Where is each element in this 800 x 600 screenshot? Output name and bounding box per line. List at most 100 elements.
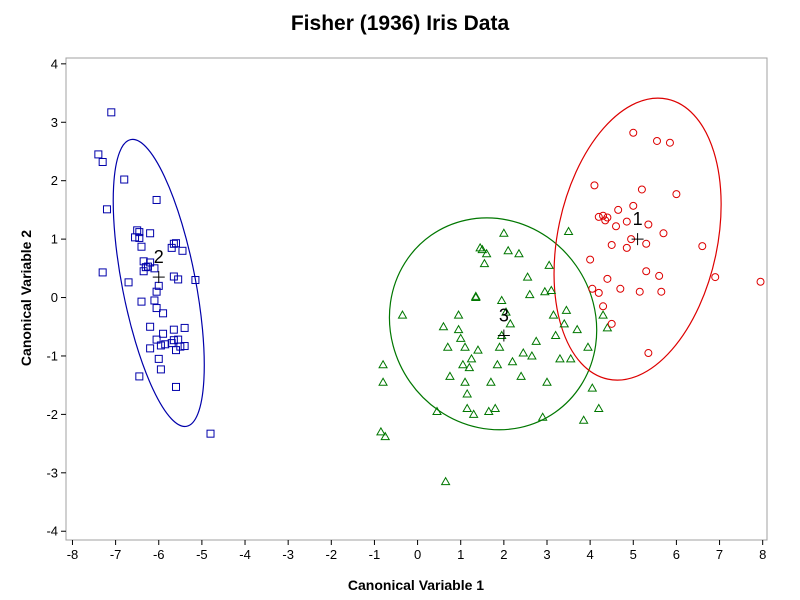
confidence-ellipses (112, 97, 722, 431)
point-group-2 (169, 336, 178, 345)
point-group-2 (180, 342, 189, 351)
point-group-2 (152, 287, 161, 296)
point-group-3 (518, 348, 529, 357)
ellipse-group-2 (112, 138, 205, 428)
point-group-3 (486, 377, 496, 386)
x-axis-label: Canonical Variable 1 (348, 577, 484, 593)
point-group-2 (172, 346, 181, 355)
point-group-2 (94, 150, 103, 159)
point-group-3 (542, 377, 552, 386)
point-group-3 (593, 403, 604, 413)
point-group-1 (599, 302, 608, 311)
point-group-3 (460, 342, 470, 351)
point-group-2 (180, 323, 189, 332)
y-axis-label: Canonical Variable 2 (18, 230, 34, 366)
x-tick-label: -2 (326, 547, 338, 562)
point-group-3 (527, 350, 537, 360)
point-group-3 (598, 310, 608, 319)
point-group-3 (548, 310, 559, 319)
point-group-3 (432, 406, 442, 415)
point-group-2 (167, 243, 176, 252)
point-group-2 (143, 262, 152, 271)
point-group-2 (102, 205, 111, 214)
point-group-3 (453, 310, 464, 319)
point-group-3 (479, 258, 490, 268)
point-group-3 (438, 321, 449, 331)
point-group-3 (453, 324, 464, 334)
point-group-2 (141, 263, 150, 272)
x-tick-label: -3 (282, 547, 294, 562)
point-group-3 (583, 342, 593, 351)
point-group-3 (378, 377, 388, 386)
point-group-1 (607, 319, 616, 328)
point-group-3 (468, 409, 479, 418)
point-group-2 (206, 429, 215, 438)
point-group-2 (167, 339, 176, 348)
centroid-label-1: 1 (633, 209, 643, 229)
point-group-2 (161, 340, 170, 349)
x-tick-label: 0 (414, 547, 421, 562)
point-group-3 (531, 336, 542, 345)
point-group-3 (462, 403, 473, 413)
point-group-2 (150, 264, 159, 273)
point-group-1 (629, 128, 638, 137)
point-group-2 (124, 278, 133, 287)
point-group-2 (135, 372, 144, 381)
point-group-3 (492, 359, 503, 369)
point-group-1 (612, 222, 621, 231)
x-tick-label: -1 (369, 547, 381, 562)
centroid-label-2: 2 (154, 247, 164, 267)
point-group-3 (475, 242, 485, 252)
point-group-3 (455, 333, 466, 342)
x-tick-label: -4 (239, 547, 251, 562)
point-group-2 (150, 296, 159, 305)
y-tick-label: -1 (46, 348, 58, 363)
point-group-3 (483, 406, 494, 415)
point-group-3 (516, 371, 526, 380)
y-tick-label: -3 (46, 465, 58, 480)
point-group-3 (481, 248, 492, 258)
point-group-3 (397, 310, 408, 319)
point-group-3 (470, 292, 481, 302)
point-group-3 (477, 244, 488, 254)
point-group-2 (154, 354, 163, 363)
point-group-3 (378, 359, 388, 369)
point-group-1 (655, 271, 664, 280)
x-tick-label: 4 (587, 547, 594, 562)
ellipse-group-3 (388, 217, 598, 431)
x-tick-label: 5 (630, 547, 637, 562)
point-group-3 (445, 371, 455, 380)
x-tick-label: 3 (543, 547, 550, 562)
x-tick-label: 7 (716, 547, 723, 562)
point-group-3 (550, 330, 561, 340)
point-group-3 (442, 342, 453, 351)
point-group-2 (169, 272, 178, 281)
point-group-3 (501, 307, 511, 316)
y-tick-label: 1 (51, 232, 58, 247)
chart-title: Fisher (1936) Iris Data (291, 12, 510, 35)
point-group-2 (169, 239, 178, 248)
point-group-2 (156, 341, 165, 350)
point-group-3 (464, 362, 475, 372)
data-points (94, 108, 765, 486)
x-tick-label: 8 (759, 547, 766, 562)
point-group-3 (539, 286, 550, 296)
point-group-3 (494, 342, 505, 351)
point-group-2 (178, 246, 187, 255)
group-centroids: 2 3 1 (152, 209, 644, 342)
point-group-3 (537, 412, 548, 421)
point-group-2 (172, 382, 181, 391)
point-group-3 (587, 383, 598, 392)
point-group-3 (559, 318, 570, 328)
point-group-3 (602, 322, 613, 332)
point-group-1 (594, 288, 603, 297)
x-tick-label: 2 (500, 547, 507, 562)
point-group-3 (503, 245, 514, 255)
x-tick-label: -7 (110, 547, 122, 562)
point-group-2 (133, 226, 142, 235)
x-tick-label: -6 (153, 547, 165, 562)
point-group-1 (616, 284, 625, 293)
point-group-3 (555, 353, 565, 363)
point-group-3 (505, 318, 516, 328)
point-group-3 (546, 285, 557, 295)
